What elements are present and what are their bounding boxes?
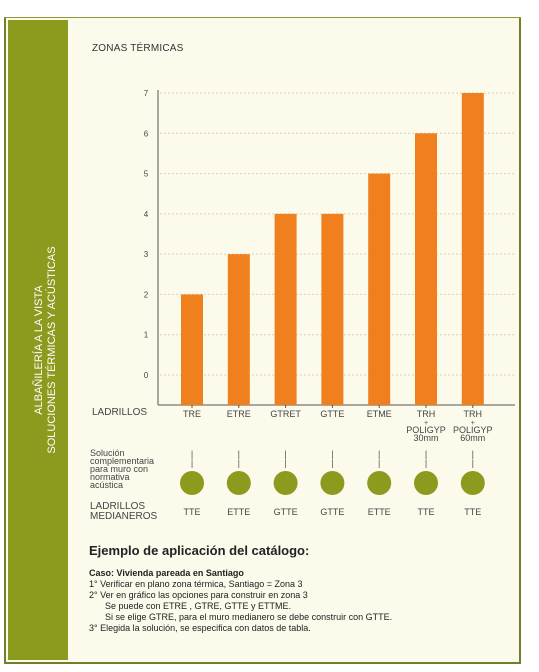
bar <box>181 294 203 405</box>
complement-marker: | <box>284 458 286 468</box>
complement-marker: | <box>191 458 193 468</box>
medianero-value: GTTE <box>274 507 298 517</box>
bar <box>461 93 484 405</box>
y-tick-label: 6 <box>144 129 149 138</box>
example-line: Si se elige GTRE, para el muro medianero… <box>105 612 393 622</box>
example-title: Ejemplo de aplicación del catálogo: <box>89 543 310 558</box>
x-tick-label: + <box>471 420 475 427</box>
complement-dot <box>180 471 204 495</box>
complement-dot <box>460 471 485 495</box>
x-tick-label: TRH <box>464 409 483 419</box>
chart-title: ZONAS TÉRMICAS <box>92 43 184 54</box>
bar <box>274 213 297 405</box>
top-band <box>4 4 521 18</box>
example-line: Se puede con ETRE , GTRE, GTTE y ETTME. <box>105 601 292 611</box>
y-tick-label: 2 <box>144 290 149 299</box>
medianero-value: TTE <box>464 507 481 517</box>
bar-chart: 01234567TRE||TTEETRE||ETTEGTRET||GTTEGTT… <box>144 89 515 517</box>
complement-label-line: complementaria <box>90 456 155 466</box>
complement-marker: | <box>378 458 380 468</box>
medianero-value: TTE <box>184 507 201 517</box>
complement-dot <box>367 471 392 495</box>
medianeros-label-line: MEDIANEROS <box>90 511 158 522</box>
medianero-value: TTE <box>418 507 435 517</box>
complement-dot <box>320 471 345 495</box>
complement-dot <box>226 471 251 495</box>
medianero-value: ETTE <box>368 507 391 517</box>
x-tick-label: ETME <box>367 409 392 419</box>
complement-label-line: normativa <box>90 472 130 482</box>
complement-marker: | <box>191 449 193 459</box>
y-tick-label: 0 <box>144 371 149 380</box>
complement-marker: | <box>425 458 427 468</box>
x-tick-label: ETRE <box>227 409 251 419</box>
complement-marker: | <box>284 449 286 459</box>
complement-marker: | <box>472 449 474 459</box>
example-case: Caso: Vivienda pareada en Santiago <box>89 568 244 578</box>
y-tick-label: 7 <box>144 89 149 98</box>
medianero-value: ETTE <box>227 507 250 517</box>
medianeros-label-line: LADRILLOS <box>90 501 146 512</box>
y-tick-label: 5 <box>144 170 149 179</box>
x-tick-label: TRE <box>183 409 201 419</box>
complement-label: Solución complementaria para muro con no… <box>90 448 175 490</box>
bar <box>368 173 391 405</box>
x-tick-label: TRH <box>417 409 436 419</box>
complement-dot <box>414 471 438 495</box>
complement-marker: | <box>238 449 240 459</box>
complement-dot <box>273 471 298 495</box>
x-tick-label: 60mm <box>460 433 485 443</box>
bar <box>321 213 344 405</box>
x-tick-label: GTTE <box>320 409 344 419</box>
complement-label-line: acústica <box>90 480 124 490</box>
x-tick-label: 30mm <box>413 433 438 443</box>
x-axis-label: LADRILLOS <box>92 407 148 418</box>
example-line: 3° Elegida la solución, se especifica co… <box>89 623 311 633</box>
x-tick-label: POLIGYP <box>453 425 493 435</box>
y-tick-label: 3 <box>144 250 149 259</box>
complement-marker: | <box>425 449 427 459</box>
complement-marker: | <box>331 458 333 468</box>
example-section: Ejemplo de aplicación del catálogo: Caso… <box>89 543 509 634</box>
bar <box>415 133 437 406</box>
example-line: 1° Verificar en plano zona térmica, Sant… <box>89 579 303 589</box>
complement-marker: | <box>378 449 380 459</box>
complement-label-line: para muro con <box>90 464 149 474</box>
example-line: 2° Ver en gráfico las opciones para cons… <box>89 590 308 600</box>
complement-marker: | <box>238 458 240 468</box>
x-tick-label: + <box>424 420 428 427</box>
bar <box>227 254 250 405</box>
complement-label-line: Solución <box>90 448 125 458</box>
medianeros-label: LADRILLOS MEDIANEROS <box>90 502 157 522</box>
x-tick-label: GTRET <box>270 409 301 419</box>
y-tick-label: 1 <box>144 331 149 340</box>
complement-marker: | <box>331 449 333 459</box>
y-tick-label: 4 <box>144 210 149 219</box>
x-tick-label: POLIGYP <box>406 425 446 435</box>
sidebar: ALBAÑILERÍA A LA VISTA SOLUCIONES TÉRMIC… <box>8 20 68 660</box>
medianero-value: GTTE <box>320 507 344 517</box>
complement-marker: | <box>472 458 474 468</box>
